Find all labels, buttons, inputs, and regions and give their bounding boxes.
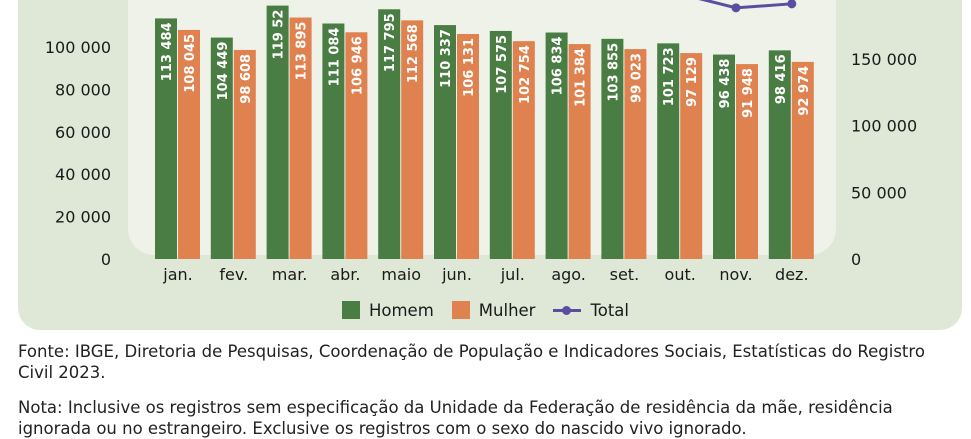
right-axis-tick-label: 0 (851, 250, 861, 269)
bar-homem (768, 50, 791, 260)
bar-mulher (345, 32, 368, 260)
left-axis-tick-label: 40 000 (55, 165, 111, 184)
total-line-point (787, 0, 797, 9)
legend-swatch-homem (341, 301, 360, 319)
data-labels: 113 484 108 045 104 449 98 608 119 52 113 895… (160, 10, 812, 118)
footnote: Nota: Inclusive os registros sem especif… (18, 398, 893, 438)
right-axis-tick-label: 150 000 (851, 50, 917, 69)
month-tick-label: mar. (272, 265, 308, 284)
month-tick-label: abr. (330, 265, 360, 284)
bar-homem (266, 5, 289, 260)
month-tick-label: ago. (551, 265, 586, 284)
legend-item-mulher: Mulher (451, 300, 536, 320)
data-label-mulher: 108 045 (183, 34, 198, 93)
bar-mulher (736, 64, 758, 259)
data-label-homem: 117 795 (383, 13, 398, 72)
right-axis-ticks: 0 50 000 100 000 150 000 (851, 50, 917, 269)
bar-homem (155, 18, 177, 259)
data-label-homem: 111 084 (327, 28, 342, 87)
bar-homem (713, 54, 735, 260)
bars (155, 5, 814, 260)
month-tick-label: jul. (500, 265, 525, 284)
bar-mulher (680, 53, 703, 260)
data-label-mulher: 92 974 (797, 66, 812, 116)
bar-homem (434, 25, 456, 260)
bar-mulher (233, 49, 256, 260)
left-axis-tick-label: 80 000 (55, 80, 111, 99)
source-note: Fonte: IBGE, Diretoria de Pesquisas, Coo… (18, 342, 925, 382)
right-axis-tick-label: 50 000 (851, 183, 907, 202)
bar-homem (657, 43, 680, 259)
legend: Homem Mulher Total (0, 300, 971, 320)
bar-homem (601, 38, 624, 260)
data-label-mulher: 101 384 (574, 48, 589, 107)
legend-label-homem: Homem (368, 300, 434, 320)
data-label-homem: 101 723 (662, 47, 677, 106)
bar-mulher (401, 20, 424, 260)
data-label-mulher: 97 129 (685, 57, 700, 107)
legend-label-mulher: Mulher (478, 300, 536, 320)
bar-mulher (512, 41, 535, 260)
bar-mulher (289, 17, 312, 259)
month-tick-label: jan. (162, 265, 192, 284)
left-axis-tick-label: 20 000 (55, 208, 111, 227)
legend-item-total: Total (553, 301, 629, 320)
data-label-homem: 96 438 (718, 59, 733, 109)
month-tick-label: out. (665, 265, 696, 284)
left-axis-ticks: 0 20 000 40 000 60 000 80 000 100 000 (45, 38, 111, 269)
bar-homem (489, 30, 512, 260)
data-label-mulher: 113 895 (295, 22, 310, 81)
data-label-homem: 103 855 (606, 43, 621, 102)
bar-homem (322, 23, 345, 259)
data-label-mulher: 99 023 (629, 53, 644, 103)
left-axis-tick-label: 60 000 (55, 123, 111, 142)
data-label-homem: 119 52 (272, 10, 287, 60)
total-line-point (731, 3, 741, 13)
data-label-homem: 113 484 (160, 22, 175, 81)
month-tick-label: jun. (441, 265, 472, 284)
bar-mulher (568, 44, 591, 260)
total-line (698, 0, 797, 13)
bar-mulher (457, 34, 479, 259)
bar-mulher (624, 49, 647, 259)
data-label-mulher: 98 608 (239, 54, 254, 104)
data-label-mulher: 112 568 (406, 24, 421, 83)
left-axis-tick-label: 100 000 (45, 38, 111, 57)
bar-mulher (791, 61, 814, 260)
month-axis-ticks: jan. fev. mar. abr. maio jun. jul. ago. set. out.… (162, 265, 808, 284)
bar-homem (545, 32, 568, 260)
right-axis-tick-label: 100 000 (851, 117, 917, 136)
births-by-month-chart: 0 20 000 40 000 60 000 80 000 100 000 0 50 000… (45, 0, 917, 284)
data-label-mulher: 102 754 (518, 45, 533, 104)
month-tick-label: set. (610, 265, 640, 284)
left-axis-tick-label: 0 (101, 250, 111, 269)
data-label-homem: 110 337 (439, 29, 454, 88)
data-label-mulher: 106 946 (350, 36, 365, 95)
month-tick-label: dez. (775, 265, 808, 284)
bar-homem (210, 37, 233, 260)
legend-label-total: Total (590, 300, 630, 320)
data-label-mulher: 91 948 (741, 68, 756, 118)
data-label-homem: 107 575 (495, 35, 510, 94)
legend-swatch-total (553, 301, 582, 319)
bar-mulher (178, 29, 200, 260)
month-tick-label: nov. (719, 265, 752, 284)
data-label-homem: 106 834 (551, 37, 566, 96)
legend-item-homem: Homem (341, 300, 434, 320)
legend-swatch-mulher (451, 301, 470, 319)
month-tick-label: maio (381, 265, 421, 284)
data-label-mulher: 106 131 (462, 38, 477, 97)
data-label-homem: 98 416 (774, 54, 789, 104)
month-tick-label: fev. (219, 265, 248, 284)
bar-homem (378, 9, 401, 260)
data-label-homem: 104 449 (216, 42, 231, 101)
